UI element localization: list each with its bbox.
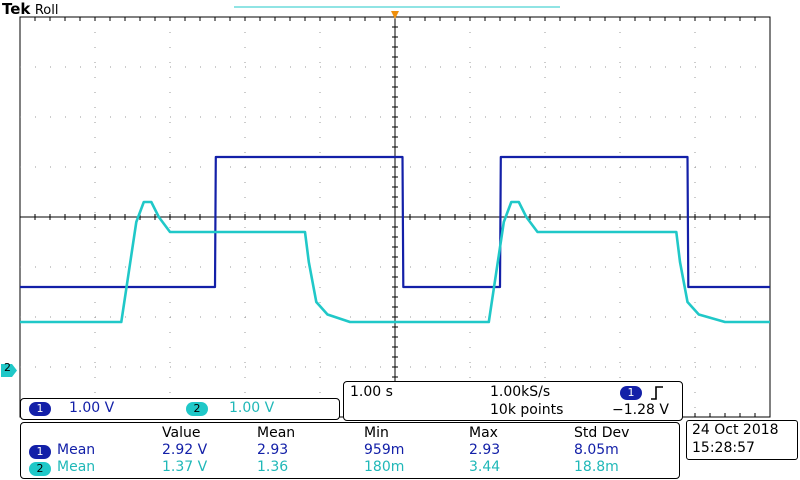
row2-std-dev: 18.8m [574,459,619,475]
datetime-readout[interactable]: 24 Oct 2018 15:28:57 [686,420,798,460]
acquisition-mode: Roll [34,3,59,18]
waveform-traces [20,155,770,324]
row2-value: 1.37 V [162,459,208,475]
row1-min: 959m [364,442,405,458]
row1-std-dev: 8.05m [574,442,619,458]
graticule-grid [19,6,771,418]
ch2-scale: 1.00 V [229,400,275,416]
channel-scale-readout[interactable]: 1 1.00 V 2 1.00 V [20,398,340,420]
trigger-source-badge: 1 [620,386,642,400]
trigger-position-marker [391,11,399,19]
row1-max: 2.93 [469,442,501,458]
row1-label: Mean [57,442,96,458]
col-header-std-dev: Std Dev [574,425,630,441]
sample-rate: 1.00kS/s [490,384,551,400]
row1-channel-badge: 1 [29,445,51,459]
brand-label: Tek Roll [2,0,58,18]
date-label: 24 Oct 2018 [692,422,779,438]
ch1-scale: 1.00 V [69,400,115,416]
row2-min: 180m [364,459,405,475]
trace-ch2 [20,200,770,324]
row1-value: 2.92 V [162,442,208,458]
rising-edge-icon [651,386,663,400]
ch2-marker-label: 2 [4,361,11,374]
ch2-badge: 2 [186,402,208,416]
col-header-max: Max [469,425,498,441]
ch1-badge: 1 [29,402,51,416]
ch2-ground-marker[interactable]: 2 [1,361,17,377]
measurement-table[interactable]: Value Mean Min Max Std Dev 1 Mean 2.92 V… [20,422,680,479]
row2-mean: 1.36 [257,459,289,475]
time-per-div: 1.00 s [350,384,393,400]
col-header-value: Value [162,425,201,441]
row2-max: 3.44 [469,459,501,475]
timebase-readout[interactable]: 1.00 s 1.00kS/s 1 10k points −1.28 V [343,381,683,421]
trigger-level: −1.28 V [612,402,669,418]
row2-label: Mean [57,459,96,475]
row1-mean: 2.93 [257,442,289,458]
col-header-min: Min [364,425,389,441]
row2-channel-badge: 2 [29,462,51,476]
record-length: 10k points [490,402,564,418]
trace-ch1 [20,155,770,289]
brand-name: Tek [2,0,31,18]
col-header-mean: Mean [257,425,296,441]
time-label: 15:28:57 [692,440,755,456]
